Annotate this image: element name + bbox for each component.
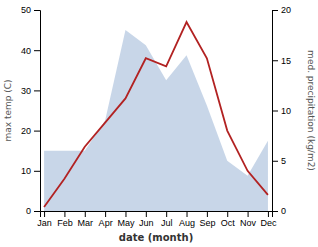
tick: Jun: [139, 211, 154, 228]
y-axis-title: max temp (C): [3, 79, 13, 141]
tick-label: 20: [21, 126, 31, 136]
tick-mark: [187, 211, 188, 217]
tick-mark: [272, 111, 278, 112]
chart: Jan Feb Mar Apr May Jun Jul Aug Sep Oct NovDec 0 10 2…: [0, 0, 318, 247]
tick: 10: [272, 106, 291, 116]
tick-mark: [272, 161, 278, 162]
tick: 5: [272, 156, 286, 166]
tick: 0: [26, 206, 40, 216]
y2-axis-title: med. precipitation (kg/m2): [306, 50, 316, 171]
tick-mark: [227, 211, 228, 217]
tick-label: Nov: [240, 218, 257, 228]
tick-label: 0: [26, 206, 31, 216]
tick-label: Apr: [99, 218, 113, 228]
tick-mark: [85, 211, 86, 217]
tick: 20: [272, 5, 291, 15]
tick-mark: [64, 211, 65, 217]
area: [44, 30, 268, 211]
tick-label: Jun: [139, 218, 154, 228]
tick-label: May: [117, 218, 135, 228]
tick-mark: [207, 211, 208, 217]
tick: 0: [272, 206, 286, 216]
tick-label: 10: [21, 166, 31, 176]
tick: 15: [272, 56, 291, 66]
tick-mark: [268, 211, 269, 217]
tick: Sep: [199, 211, 215, 228]
tick-label: 20: [281, 5, 291, 15]
tick: 40: [21, 46, 40, 56]
tick-label: Aug: [179, 218, 195, 228]
tick: 30: [21, 86, 40, 96]
tick-mark: [34, 50, 40, 51]
tick-mark: [34, 211, 40, 212]
tick-label: 30: [21, 86, 31, 96]
tick: Aug: [179, 211, 195, 228]
axis-line: [273, 11, 279, 212]
tick-label: Dec: [260, 218, 277, 228]
axis-line: [34, 11, 41, 212]
tick-label: Oct: [221, 218, 236, 228]
tick-label: 10: [281, 106, 291, 116]
tick-mark: [248, 211, 249, 217]
tick: Oct: [221, 211, 236, 228]
plot-area: [44, 22, 268, 211]
tick: 20: [21, 126, 40, 136]
tick-label: 15: [281, 56, 291, 66]
tick-label: 0: [281, 206, 286, 216]
tick-mark: [34, 90, 40, 91]
tick-mark: [272, 10, 278, 11]
tick-label: Feb: [57, 218, 73, 228]
tick-mark: [44, 211, 45, 217]
tick-mark: [272, 60, 278, 61]
tick: Jan: [37, 211, 52, 228]
tick: 50: [21, 5, 40, 15]
y2-axis: 0 5 10 15 20: [272, 5, 291, 216]
tick-label: 40: [21, 46, 31, 56]
tick: Feb: [57, 211, 73, 228]
tick-mark: [125, 211, 126, 217]
tick: Jul: [161, 211, 173, 228]
y-axis: 0 10 20 30 40 50: [21, 5, 41, 216]
tick: May: [117, 211, 135, 228]
tick-mark: [166, 211, 167, 217]
tick-mark: [34, 10, 40, 11]
tick: Apr: [99, 211, 113, 228]
tick-mark: [34, 131, 40, 132]
tick-label: Jul: [161, 218, 173, 228]
tick-mark: [146, 211, 147, 217]
tick: Nov: [240, 211, 257, 228]
tick-mark: [105, 211, 106, 217]
x-axis-title: date (month): [119, 232, 193, 243]
tick: Dec: [260, 211, 277, 228]
x-axis: Jan Feb Mar Apr May Jun Jul Aug Sep Oct NovDec: [37, 211, 277, 228]
tick-label: 5: [281, 156, 286, 166]
axis-line: [41, 212, 273, 218]
tick-label: 50: [21, 5, 31, 15]
tick: 10: [21, 166, 40, 176]
tick-mark: [34, 171, 40, 172]
tick-label: Jan: [37, 218, 52, 228]
line: [44, 22, 268, 207]
tick-label: Sep: [199, 218, 215, 228]
tick: Mar: [78, 211, 94, 228]
tick-mark: [272, 211, 278, 212]
tick-label: Mar: [78, 218, 94, 228]
